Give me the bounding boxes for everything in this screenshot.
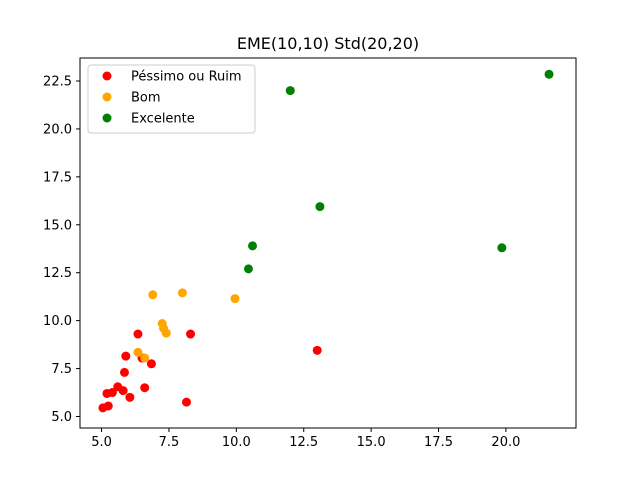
data-point — [230, 294, 240, 304]
legend-label: Bom — [131, 91, 161, 106]
chart-title: EME(10,10) Std(20,20) — [237, 34, 419, 53]
y-tick-label: 10.0 — [43, 314, 72, 329]
y-tick-label: 15.0 — [43, 218, 72, 233]
data-point — [243, 264, 253, 274]
legend-marker — [102, 71, 112, 81]
x-tick-label: 10.0 — [222, 435, 251, 450]
data-point — [125, 392, 135, 402]
y-tick-label: 17.5 — [43, 170, 72, 185]
data-point — [107, 388, 117, 398]
legend-marker — [102, 92, 112, 102]
y-tick-label: 7.5 — [51, 362, 72, 377]
y-tick-label: 12.5 — [43, 266, 72, 281]
y-tick-label: 20.0 — [43, 122, 72, 137]
data-point — [315, 202, 325, 212]
data-point — [121, 351, 131, 361]
data-point — [133, 347, 143, 357]
data-point — [148, 290, 158, 300]
legend-label: Péssimo ou Ruim — [131, 70, 242, 85]
data-point — [161, 328, 171, 338]
plot-frame — [79, 57, 577, 429]
data-point — [497, 243, 507, 253]
x-axis: 5.0 7.5 10.0 12.5 15.0 17.5 20.0 — [91, 428, 520, 450]
data-point — [133, 329, 143, 339]
x-tick-label: 7.5 — [159, 435, 180, 450]
data-point — [140, 383, 150, 393]
data-point — [177, 288, 187, 298]
data-point — [312, 345, 322, 355]
data-point — [119, 367, 129, 377]
data-point — [248, 241, 258, 251]
data-point — [181, 397, 191, 407]
data-point — [285, 86, 295, 96]
legend-box — [87, 64, 256, 134]
x-tick-label: 12.5 — [289, 435, 318, 450]
legend-marker — [102, 113, 112, 123]
y-tick-label: 5.0 — [51, 410, 72, 425]
data-point — [140, 353, 150, 363]
x-tick-label: 20.0 — [491, 435, 520, 450]
y-tick-label: 22.5 — [43, 75, 72, 90]
data-point — [186, 329, 196, 339]
y-axis: 5.0 7.5 10.0 12.5 15.0 17.5 20.0 22.5 — [43, 75, 80, 425]
data-point — [103, 401, 113, 411]
x-tick-label: 15.0 — [357, 435, 386, 450]
data-point — [118, 386, 128, 396]
data-point — [146, 359, 156, 369]
legend: Péssimo ou Ruim Bom Excelente — [87, 64, 256, 134]
data-points — [98, 69, 554, 413]
x-tick-label: 17.5 — [424, 435, 453, 450]
legend-label: Excelente — [131, 112, 195, 127]
data-point — [544, 69, 554, 79]
x-tick-label: 5.0 — [91, 435, 112, 450]
